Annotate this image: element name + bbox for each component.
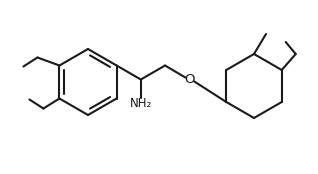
Text: NH₂: NH₂ bbox=[130, 97, 152, 110]
Text: O: O bbox=[184, 73, 195, 86]
